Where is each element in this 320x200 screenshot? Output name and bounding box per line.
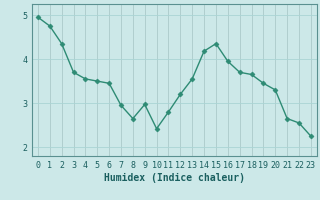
X-axis label: Humidex (Indice chaleur): Humidex (Indice chaleur) [104,173,245,183]
